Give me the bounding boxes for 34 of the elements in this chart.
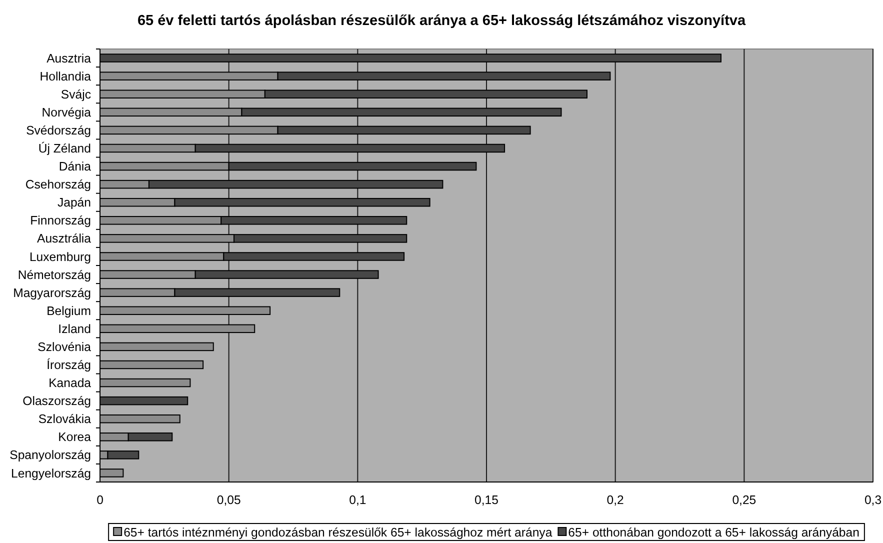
y-tick-label: Svédország — [26, 123, 92, 138]
x-tick-label: 0,25 — [732, 493, 756, 507]
y-tick-label: Hollandia — [40, 69, 92, 84]
y-tick-label: Norvégia — [42, 105, 92, 120]
y-tick-label: Új Zéland — [38, 142, 92, 156]
x-tick-label: 0 — [96, 493, 104, 507]
x-tick-label: 0,2 — [606, 493, 624, 507]
y-tick-label: Ausztria — [46, 51, 92, 66]
legend-label: 65+ tartós intéznményi gondozásban részesülők 65+ lakossághoz mért aránya — [124, 525, 552, 540]
y-tick-label: Korea — [58, 430, 92, 444]
y-tick-label: Izland — [58, 322, 92, 336]
y-tick-label: Szlovénia — [38, 340, 92, 354]
y-tick-label: Németország — [18, 268, 92, 282]
y-tick-label: Svájc — [60, 87, 91, 102]
y-tick-label: Írország — [46, 358, 92, 372]
x-tick-label: 0,3 — [864, 493, 882, 507]
y-tick-label: Csehország — [25, 178, 92, 192]
y-tick-label: Olaszország — [22, 394, 92, 408]
x-tick-label: 0,1 — [349, 493, 366, 507]
y-tick-label: Ausztrália — [37, 232, 92, 246]
y-tick-label: Dánia — [58, 160, 92, 174]
y-tick-label: Lengyelország — [11, 466, 92, 480]
y-tick-label: Belgium — [46, 304, 91, 318]
x-tick-label: 0,05 — [216, 493, 241, 507]
chart-title: 65 év feletti tartós ápolásban részesülők aránya a 65+ lakosság létszámához viszonyítva — [137, 13, 746, 29]
y-tick-label: Magyarország — [13, 286, 92, 300]
x-tick-label: 0,15 — [474, 493, 499, 507]
y-tick-label: Luxemburg — [29, 250, 92, 264]
y-tick-label: Kanada — [48, 376, 92, 390]
y-tick-label: Szlovákia — [38, 412, 92, 426]
y-tick-label: Japán — [57, 196, 92, 210]
y-tick-label: Spanyolország — [10, 448, 92, 462]
legend-label: 65+ otthonában gondozott a 65+ lakosság arányában — [568, 525, 860, 540]
y-tick-label: Finnország — [30, 214, 92, 228]
